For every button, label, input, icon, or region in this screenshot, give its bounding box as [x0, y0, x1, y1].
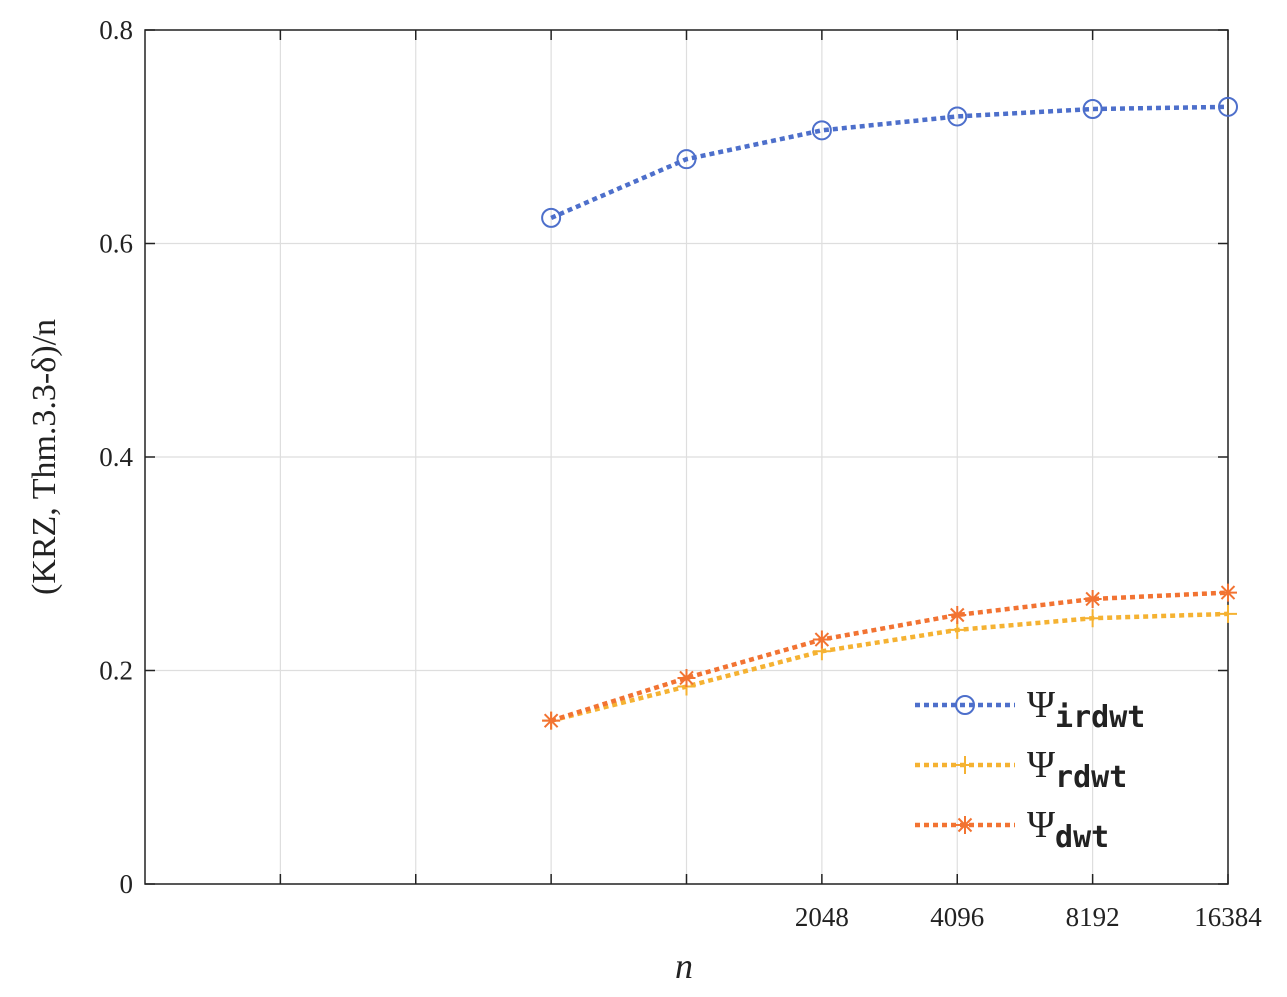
marker — [811, 120, 832, 141]
x-tick-label: 4096 — [930, 902, 984, 932]
x-tick-label: 16384 — [1194, 902, 1262, 932]
marker — [1219, 604, 1237, 623]
marker — [812, 630, 831, 649]
marker — [1083, 609, 1102, 628]
marker — [677, 668, 696, 687]
marker — [542, 711, 561, 730]
marker — [956, 816, 974, 834]
marker — [948, 605, 967, 624]
marker — [1083, 589, 1102, 608]
marker — [956, 756, 974, 774]
x-tick-label: 8192 — [1066, 902, 1120, 932]
y-tick-label: 0.6 — [99, 229, 133, 259]
y-tick-label: 0.2 — [99, 656, 133, 686]
x-tick-label: 2048 — [795, 902, 849, 932]
x-axis-label: n — [675, 946, 693, 986]
legend-label: Ψdwt — [1027, 804, 1109, 855]
series-line — [550, 590, 1229, 723]
y-tick-label: 0.4 — [99, 442, 133, 472]
marker — [1218, 96, 1238, 117]
plot-frame — [144, 29, 1229, 885]
y-tick-label: 0 — [120, 869, 134, 899]
marker — [541, 207, 562, 228]
legend-label: Ψrdwt — [1027, 744, 1127, 795]
series-line — [550, 104, 1229, 220]
legend-label: Ψirdwt — [1027, 684, 1145, 735]
marker — [1082, 98, 1103, 119]
marker — [1219, 583, 1237, 602]
marker — [947, 106, 968, 127]
y-axis-label: (KRZ, Thm.3.3-δ)/n — [26, 319, 63, 595]
marker — [955, 695, 975, 715]
y-tick-label: 0.8 — [99, 15, 133, 45]
marker — [676, 149, 697, 170]
